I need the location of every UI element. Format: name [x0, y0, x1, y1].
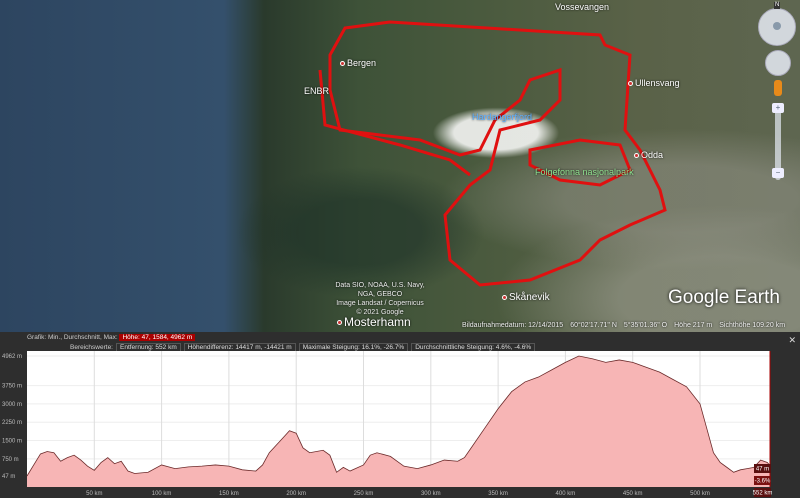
- zoom-slider[interactable]: [775, 105, 781, 180]
- earth-map-view[interactable]: Vossevangen Bergen ENBR Hardangerfjord U…: [0, 0, 800, 332]
- y-tick-label: 1500 m: [2, 439, 22, 445]
- place-marker-icon: [628, 81, 633, 87]
- attribution: Data SIO, NOAA, U.S. Navy, NGA, GEBCO Ima…: [335, 282, 425, 316]
- compass-north-icon[interactable]: N: [774, 2, 781, 9]
- place-label: Bergen: [340, 58, 376, 68]
- cursor-readout: 47 m: [756, 467, 769, 473]
- airport-label: ENBR: [304, 86, 330, 96]
- satellite-imagery: [0, 0, 800, 332]
- eye-icon: [773, 22, 781, 30]
- zoom-in-button[interactable]: +: [772, 103, 784, 113]
- y-tick-label: 47 m: [2, 474, 15, 480]
- x-tick-label: 250 km: [354, 491, 374, 497]
- place-label: Vossevangen: [555, 2, 610, 12]
- route-path: [318, 20, 667, 287]
- place-marker-icon: [634, 153, 639, 159]
- park-label: Folgefonna nasjonalpark: [535, 167, 634, 177]
- x-tick-label: 450 km: [623, 491, 643, 497]
- x-tick-label: 350 km: [488, 491, 508, 497]
- elevation-stats: Höhe: 47, 1584, 4962 m: [119, 334, 196, 341]
- stats-row: Grafik: Min., Durchschnitt, Max: Höhe: 4…: [27, 334, 196, 342]
- status-bar: Bildaufnahmedatum: 12/14/2015 60°02'17.71…: [462, 322, 786, 329]
- place-label: Mosterhamn: [337, 316, 411, 329]
- x-tick-label: 500 km: [690, 491, 710, 497]
- y-tick-label: 4962 m: [2, 354, 22, 360]
- cursor-readout: -3.6%: [755, 479, 771, 485]
- cursor-readout: 552 km: [753, 491, 773, 497]
- move-joystick[interactable]: [765, 50, 791, 76]
- route-line: [318, 69, 632, 187]
- look-joystick[interactable]: [758, 8, 796, 46]
- x-tick-label: 200 km: [286, 491, 306, 497]
- place-label: Skånevik: [502, 292, 550, 303]
- cursor-tag-bg: [754, 464, 771, 473]
- cursor-tag-bg: [754, 476, 771, 485]
- fjord-label: Hardangerfjord: [472, 112, 533, 122]
- y-tick-label: 3750 m: [2, 384, 22, 390]
- x-tick-label: 100 km: [152, 491, 172, 497]
- range-row: Bereichswerte: Entfernung: 552 km Höhendif…: [70, 343, 538, 352]
- google-earth-logo: Google Earth: [668, 287, 780, 308]
- y-tick-label: 3000 m: [2, 402, 22, 408]
- place-marker-icon: [337, 320, 342, 326]
- place-marker-icon: [502, 294, 507, 300]
- route-line: [328, 20, 667, 287]
- elevation-line: [26, 355, 771, 477]
- zoom-out-button[interactable]: −: [772, 168, 784, 178]
- place-label: Ullensvang: [628, 78, 680, 88]
- elevation-area: [27, 356, 770, 487]
- close-icon[interactable]: ✕: [788, 335, 796, 345]
- place-label: Odda: [634, 150, 663, 160]
- y-tick-label: 2250 m: [2, 420, 22, 426]
- x-tick-label: 400 km: [556, 491, 576, 497]
- x-tick-label: 300 km: [421, 491, 441, 497]
- street-view-pegman-icon[interactable]: [774, 80, 782, 96]
- place-marker-icon: [340, 61, 345, 67]
- x-tick-label: 50 km: [86, 491, 102, 497]
- x-tick-label: 150 km: [219, 491, 239, 497]
- cursor-tag-bg: [754, 488, 771, 497]
- y-tick-label: 750 m: [2, 457, 19, 463]
